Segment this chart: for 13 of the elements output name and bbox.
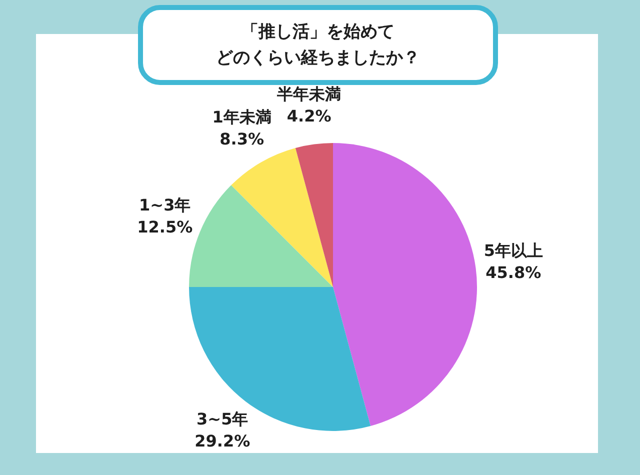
data-label: 8.3%: [220, 130, 264, 149]
slice-label: 1年未満: [212, 108, 272, 127]
slice-label: 1~3年: [139, 196, 191, 215]
data-label: 4.2%: [286, 106, 332, 126]
data-label: 12.5%: [137, 218, 193, 237]
data-label: 29.2%: [194, 432, 250, 451]
slice-label: 5年以上: [484, 241, 543, 260]
data-label: 45.8%: [486, 263, 542, 282]
chart-subtitle: どのくらい経ちましたか？: [216, 47, 420, 70]
slice-label: 半年未満: [276, 84, 342, 104]
chart-title: 「推し活」を始めて: [242, 21, 394, 44]
slice-label: 3~5年: [196, 410, 248, 429]
title-frame: 「推し活」を始めて どのくらい経ちましたか？: [138, 5, 498, 85]
